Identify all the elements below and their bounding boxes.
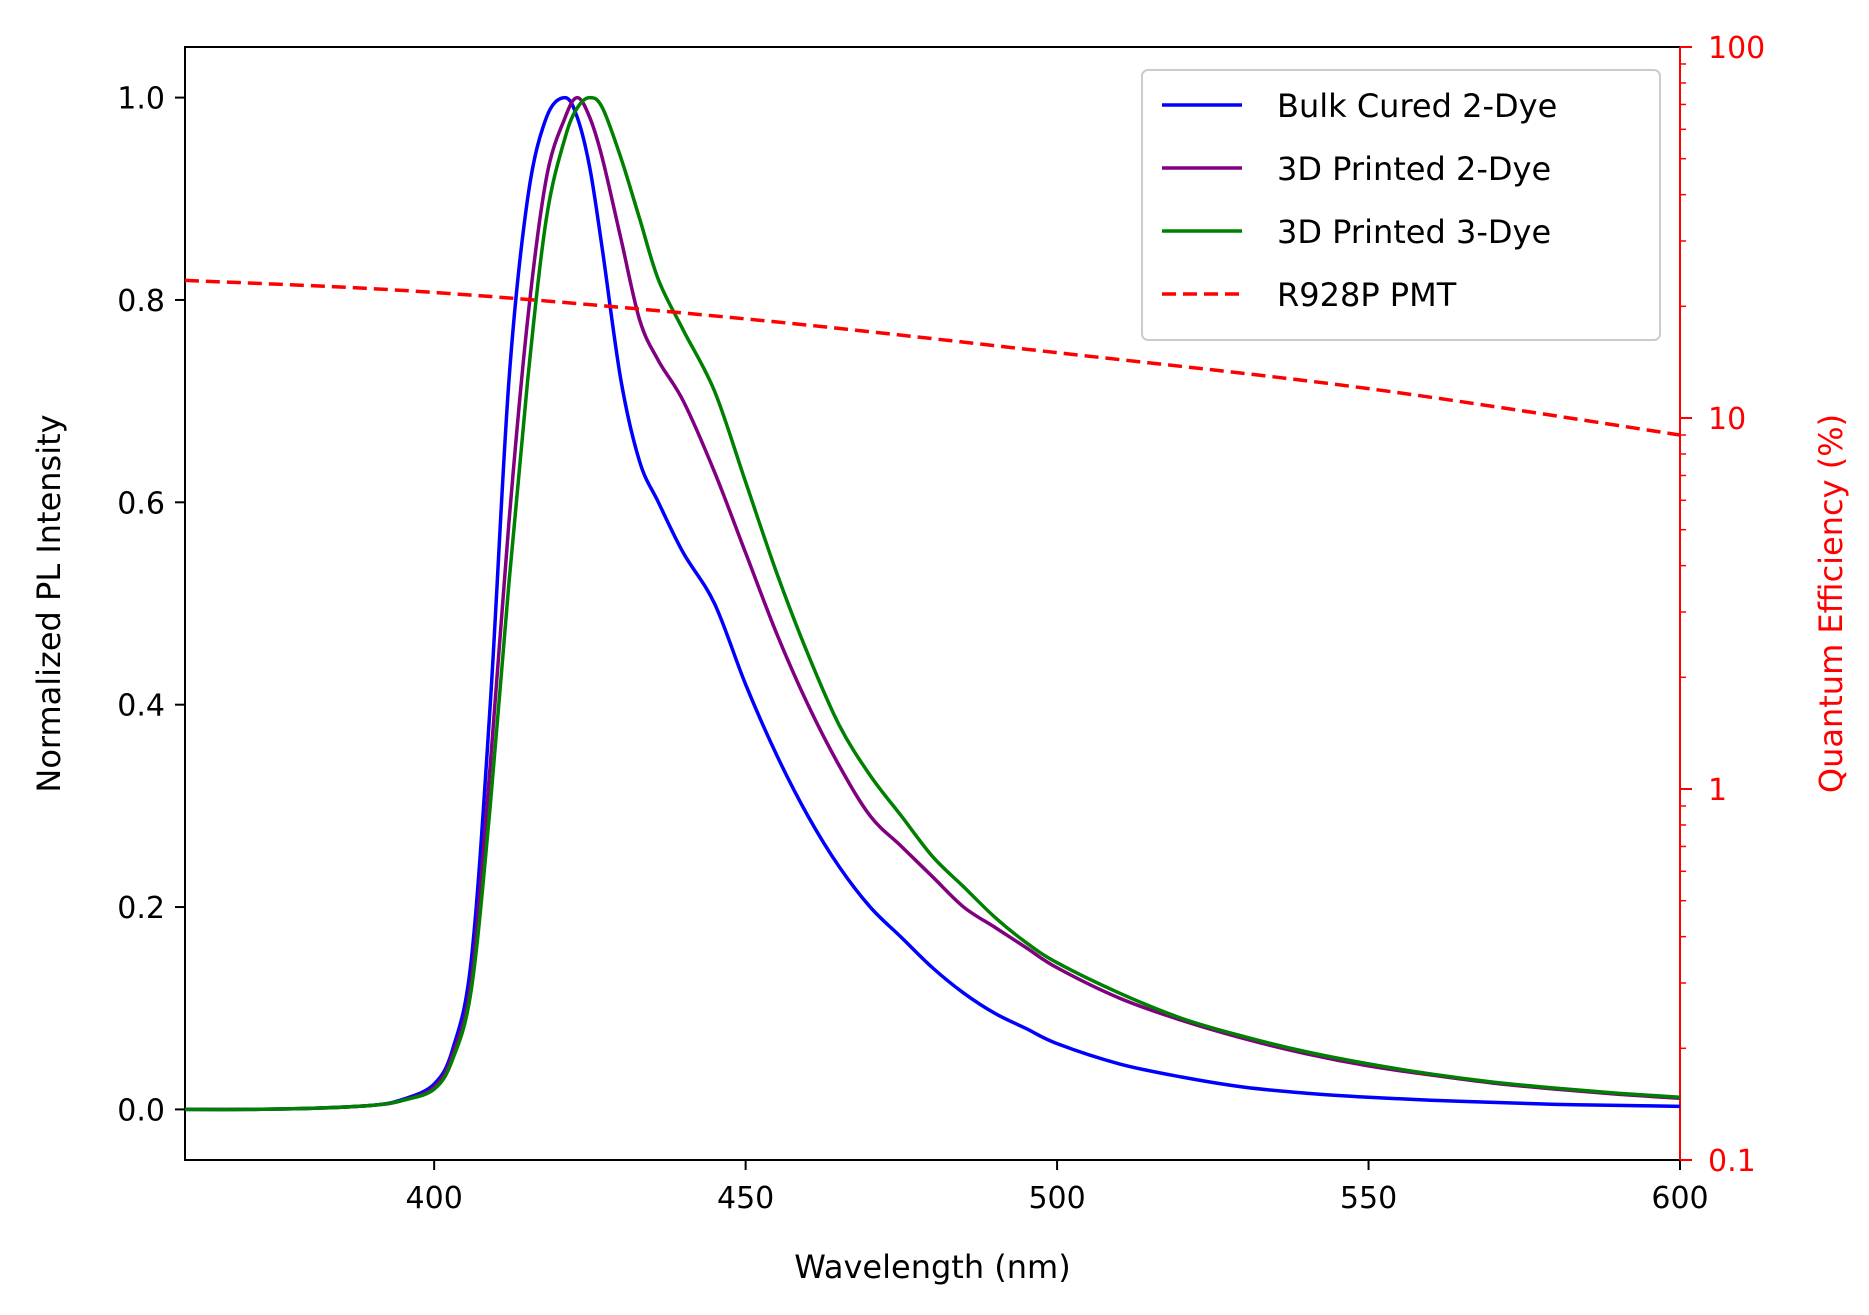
right-axis-ticks: 0.1 1 10 100 [1680,31,1765,1179]
right-axis-label: Quantum Efficiency (%) [1812,414,1850,793]
legend-label: 3D Printed 2-Dye [1277,150,1551,188]
legend-label: 3D Printed 3-Dye [1277,213,1551,251]
series-layer [185,95,1680,1112]
y-axis-label: Normalized PL Intensity [30,414,68,792]
x-axis-ticks: 400 450 500 550 600 [406,1160,1709,1216]
y-tick-label: 0.8 [117,284,165,319]
legend-label: Bulk Cured 2-Dye [1277,87,1557,125]
series-line-bulk-cured-2-dye [185,95,1680,1112]
right-tick-label: 10 [1708,402,1746,437]
x-tick-label: 450 [717,1181,774,1216]
right-tick-label: 1 [1708,773,1727,808]
x-axis-label: Wavelength (nm) [794,1248,1070,1286]
series-line-r928p-pmt [185,278,1680,437]
legend-label: R928P PMT [1277,276,1457,314]
legend-box [1141,69,1661,341]
series-line-3d-printed-3-dye [185,95,1680,1112]
right-tick-label: 0.1 [1708,1144,1756,1179]
x-tick-label: 600 [1651,1181,1708,1216]
y-tick-label: 0.6 [117,486,165,521]
x-tick-label: 400 [406,1181,463,1216]
right-tick-label: 100 [1708,31,1765,66]
y-tick-label: 1.0 [117,82,165,117]
legend: Bulk Cured 2-Dye 3D Printed 2-Dye 3D Print… [1141,69,1661,341]
y-axis-ticks: 0.0 0.2 0.4 0.6 0.8 1.0 [117,82,185,1128]
x-tick-label: 550 [1340,1181,1397,1216]
x-tick-label: 500 [1028,1181,1085,1216]
y-tick-label: 0.4 [117,689,165,724]
y-tick-label: 0.0 [117,1093,165,1128]
y-tick-label: 0.2 [117,891,165,926]
